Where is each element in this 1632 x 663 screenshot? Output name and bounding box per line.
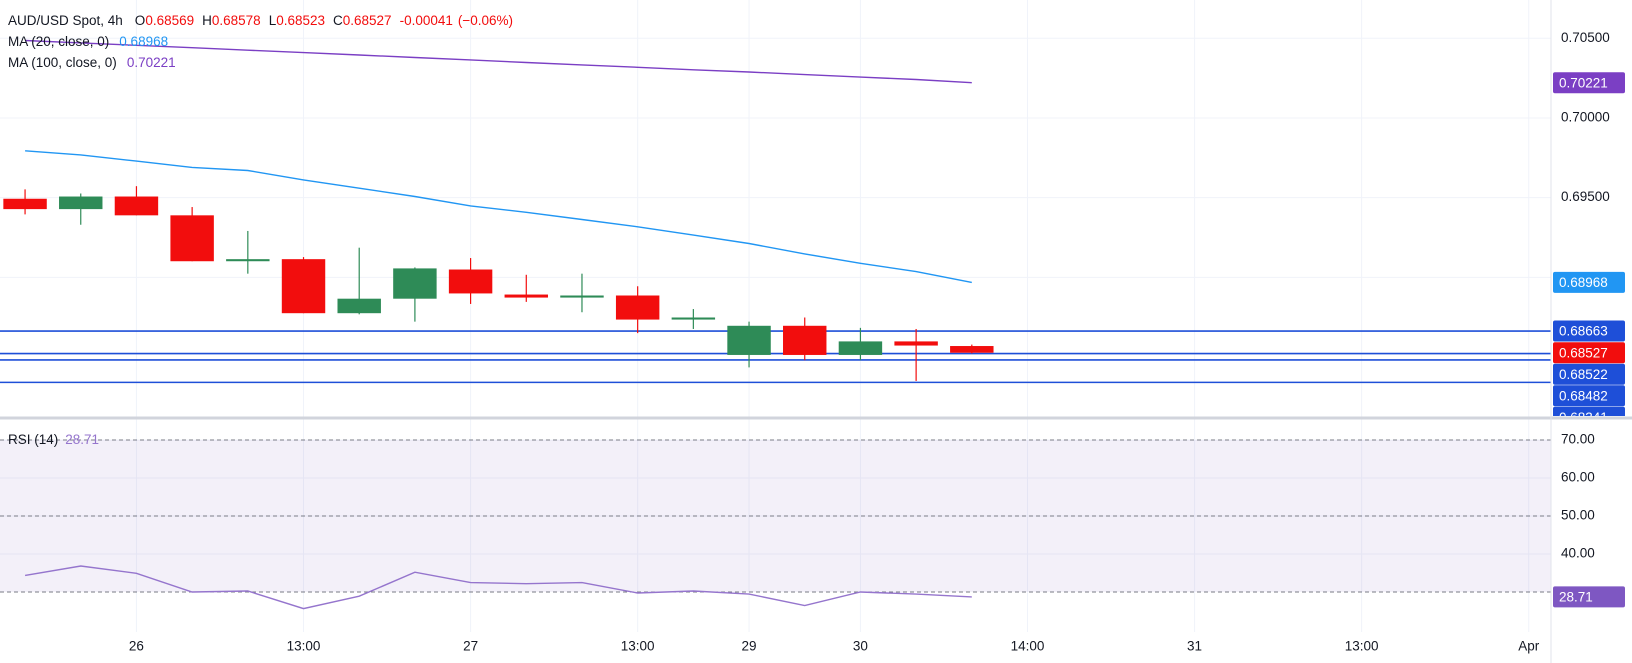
- ohlc-value: 0.68523: [276, 13, 325, 28]
- price-tag: [1553, 385, 1625, 407]
- candle-body: [59, 196, 103, 210]
- y-tick-label: 0.70000: [1561, 110, 1610, 125]
- change-percent: (−0.06%): [458, 13, 513, 28]
- legend-row: MA (20, close, 0) 0.68968: [8, 34, 168, 49]
- legend-row: MA (100, close, 0) 0.70221: [8, 55, 176, 70]
- rsi-tag-label: 28.71: [1559, 589, 1593, 604]
- price-tag-label: 0.68663: [1559, 324, 1608, 339]
- x-tick-label: 13:00: [621, 639, 655, 654]
- price-tag-label: 0.68522: [1559, 367, 1608, 382]
- rsi-value: 28.71: [65, 432, 99, 447]
- x-tick-label: 27: [463, 639, 478, 654]
- price-tag-label: 0.68341: [1559, 410, 1608, 425]
- rsi-name: RSI (14): [8, 432, 58, 447]
- candle-body: [838, 341, 883, 355]
- x-tick-label: 26: [129, 639, 144, 654]
- candle-body: [671, 317, 716, 320]
- change: -0.00041: [400, 13, 453, 28]
- legend-entry: MA (100, close, 0): [8, 55, 117, 70]
- price-tag-label: 0.70221: [1559, 75, 1608, 90]
- candle-body: [170, 215, 214, 262]
- legend-entry: MA (20, close, 0): [8, 34, 109, 49]
- ohlc-label: H: [202, 13, 212, 28]
- candle-body: [615, 295, 660, 320]
- ohlc-label: C: [333, 13, 343, 28]
- chart-title: AUD/USD Spot, 4h: [8, 13, 123, 28]
- rsi-legend: RSI (14) 28.71: [8, 432, 99, 447]
- legend: AUD/USD Spot, 4h O0.68569 H0.68578 L0.68523…: [8, 13, 513, 70]
- plot-area: [0, 39, 1551, 384]
- x-tick-label: 30: [853, 639, 868, 654]
- ohlc-label: L: [269, 13, 277, 28]
- x-tick-label: 13:00: [1345, 639, 1379, 654]
- ohlc-value: 0.68527: [343, 13, 392, 28]
- rsi-tick-label: 50.00: [1561, 508, 1595, 523]
- candle-body: [560, 295, 604, 298]
- rsi-pane: 70.00 60.00 50.00 40.00 28.71 RSI (14) 28.71: [0, 432, 1625, 610]
- price-tag-label: 0.68482: [1559, 388, 1608, 403]
- rsi-tick-label: 60.00: [1561, 470, 1595, 485]
- price-tag-label: 0.68968: [1559, 275, 1608, 290]
- candle-body: [448, 269, 493, 294]
- x-tick-label: 14:00: [1011, 639, 1045, 654]
- y-tick-label: 0.69500: [1561, 189, 1610, 204]
- x-tick-label: 31: [1187, 639, 1202, 654]
- rsi-line: [24, 565, 972, 610]
- price-tag: [1553, 271, 1625, 293]
- candle-body: [281, 259, 326, 314]
- x-tick-label: 13:00: [287, 639, 321, 654]
- legend-value: 0.70221: [127, 55, 176, 70]
- price-tag: [1553, 320, 1625, 342]
- moving-average-line: [25, 150, 972, 284]
- price-axis: 0.70500 0.70000 0.69500 0.70221 0.68968 0.686…: [1553, 30, 1625, 425]
- ohlc-value: 0.68578: [212, 13, 261, 28]
- price-tag: [1553, 406, 1625, 416]
- candle-body: [393, 268, 437, 299]
- price-tag-label: 0.68527: [1559, 345, 1608, 360]
- price-tag: [1553, 363, 1625, 385]
- legend-value: 0.68968: [119, 34, 168, 49]
- candle-body: [114, 196, 159, 216]
- ohlc-label: O: [135, 13, 146, 28]
- grid: [0, 0, 1551, 632]
- price-tag: [1553, 72, 1625, 94]
- price-tag: [1553, 342, 1625, 364]
- y-tick-label: 0.70500: [1561, 30, 1610, 45]
- candle-body: [950, 346, 994, 353]
- x-tick-label: Apr: [1518, 639, 1540, 654]
- moving-average-line: [25, 39, 972, 84]
- rsi-tick-label: 40.00: [1561, 546, 1595, 561]
- ohlc-value: 0.68569: [145, 13, 194, 28]
- rsi-tick-label: 70.00: [1561, 432, 1595, 447]
- candle-body: [727, 325, 771, 355]
- candle-body: [894, 341, 938, 346]
- candle-body: [337, 298, 381, 314]
- rsi-band: [0, 440, 1551, 592]
- candle-body: [3, 198, 47, 210]
- candle-body: [504, 294, 549, 298]
- candle-body: [783, 325, 827, 355]
- x-tick-label: 29: [742, 639, 757, 654]
- rsi-tag: [1553, 586, 1625, 608]
- candle-body: [226, 259, 270, 262]
- legend-row: AUD/USD Spot, 4h O0.68569 H0.68578 L0.68523…: [8, 13, 513, 28]
